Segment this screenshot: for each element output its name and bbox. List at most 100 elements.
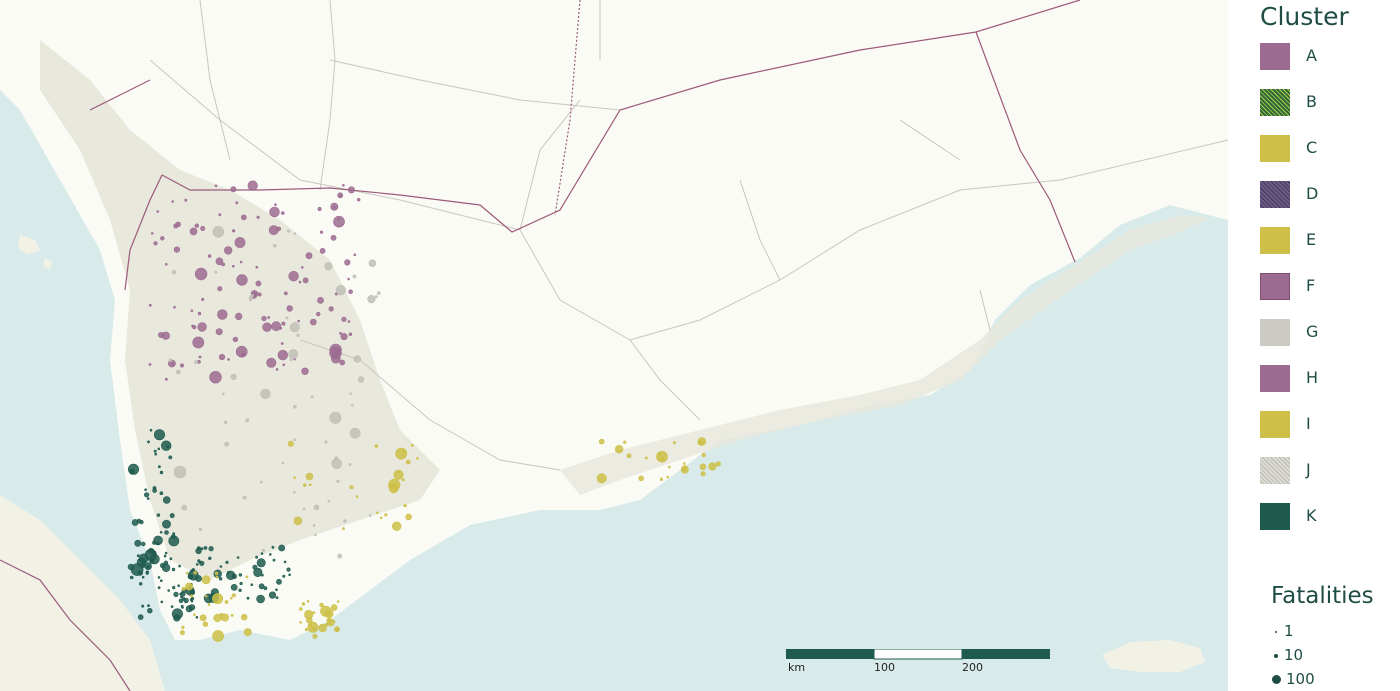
event-dot-k [137,614,144,620]
event-dot-h [171,200,174,203]
event-dot-h [261,315,267,322]
event-dot-h [302,277,309,284]
legend-label: B [1306,92,1317,111]
event-dot-g [351,403,354,407]
fatalities-dot [1275,631,1277,633]
event-dot-k [162,496,171,504]
legend-label: D [1306,184,1319,203]
event-dot-g [352,274,357,279]
event-dot-k [195,547,202,555]
event-dot-k [246,596,250,600]
event-dot-h [329,343,342,356]
legend-label: G [1306,322,1319,341]
event-dot-e [319,602,324,608]
event-dot-k [153,449,157,453]
event-dot-e [230,596,233,600]
event-dot-e [181,586,186,591]
event-dot-e [680,465,689,474]
event-dot-e [405,459,411,465]
event-dot-k [172,532,176,536]
event-dot-e [181,625,185,630]
event-dot-k [157,447,161,451]
event-dot-k [258,583,265,590]
event-dot-k [282,574,286,578]
event-dot-g [230,373,237,381]
event-dot-e [293,516,303,526]
event-dot-h [215,257,224,266]
event-dot-e [215,575,219,579]
legend-swatch [1260,43,1290,70]
event-dot-h [347,277,350,281]
event-dot-e [201,575,211,585]
event-dot-k [153,535,163,546]
event-dot-e [307,621,319,633]
event-dot-e [700,471,706,477]
event-dot-h [230,186,237,193]
event-dot-h [194,223,200,228]
event-dot-k [272,558,276,562]
event-dot-k [168,455,173,460]
event-dot-h [153,241,158,246]
event-dot-h [236,274,248,286]
legend-item-e: E [1260,227,1390,257]
event-dot-h [189,227,198,236]
event-dot-e [656,450,668,463]
event-dot-k [145,571,149,575]
event-dot-k [152,488,157,493]
event-dot-k [161,563,171,572]
legend-swatch [1260,457,1290,484]
event-dot-e [401,478,405,482]
event-dot-h [305,252,313,260]
event-dot-g [194,360,199,365]
event-dot-e [306,599,310,603]
event-dot-e [334,626,340,632]
legend-item-f: F [1260,273,1390,303]
event-dot-k [278,544,286,552]
event-dot-k [157,576,161,579]
legend-label: H [1306,368,1319,387]
event-dot-e [298,607,303,611]
event-dot-k [127,563,135,571]
event-dot-g [324,440,328,444]
scale-bar-graphic [786,648,1050,660]
event-dot-h [217,309,228,320]
event-dot-h [256,215,260,219]
event-dot-h [232,264,235,268]
event-dot-h [334,292,338,296]
event-dot-e [214,571,219,576]
event-dot-e [305,616,313,624]
event-dot-k [147,440,150,444]
event-dot-h [257,292,262,297]
event-dot-k [288,573,291,577]
event-dot-k [129,468,135,475]
event-dot-e [657,452,661,456]
event-dot-k [136,554,140,558]
fatalities-title: Fatalities [1271,583,1374,609]
event-dot-g [296,333,300,337]
event-dot-g [212,226,225,238]
legend-title: Cluster [1260,2,1349,31]
land-eritrea [0,495,165,691]
islands-red-sea [18,235,52,270]
event-dot-e [179,630,185,636]
legend-label: K [1306,506,1317,525]
event-dot-g [368,514,372,517]
event-dot-k [147,607,153,614]
event-dot-g [214,270,218,274]
event-dot-h [217,286,223,292]
event-dot-g [286,229,291,233]
event-dot-h [232,229,236,233]
event-dot-e [672,441,676,445]
event-dot-k [154,429,166,441]
event-dot-g [343,519,347,523]
event-dot-e [395,447,408,460]
scale-bar: km 100 200 [786,648,1050,683]
event-dot-h [301,367,309,375]
event-dot-k [180,595,183,599]
event-dot-h [348,289,353,295]
event-dot-h [298,280,302,284]
event-dot-g [173,465,187,479]
event-dot-g [314,533,317,537]
event-dot-e [614,445,624,454]
event-dot-k [195,563,199,566]
